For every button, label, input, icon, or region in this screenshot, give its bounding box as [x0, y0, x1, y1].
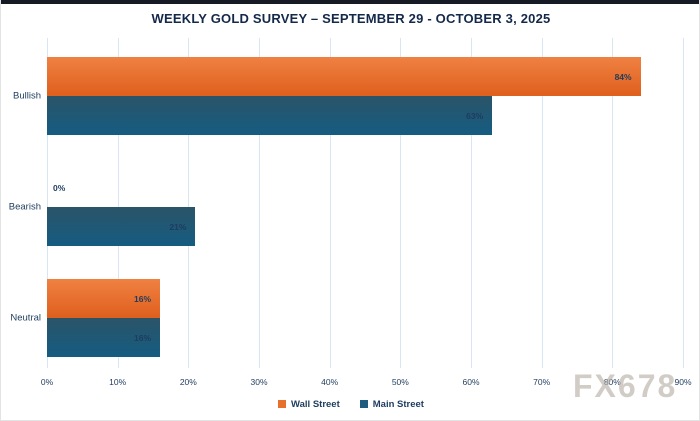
x-tick-label: 60%: [462, 377, 480, 387]
gridline: [471, 38, 472, 368]
value-label: 84%: [614, 71, 632, 82]
value-label: 21%: [169, 221, 187, 232]
x-tick-label: 90%: [674, 377, 692, 387]
gridline: [117, 38, 119, 368]
x-tick-label: 70%: [533, 377, 551, 387]
x-tick-label: 80%: [603, 377, 621, 387]
bar-wall-street: 16%: [47, 279, 161, 318]
bar-row: 21%: [47, 207, 683, 246]
category-label: Bullish: [13, 90, 41, 102]
x-tick-label: 20%: [179, 377, 197, 387]
bar-main-street: 16%: [47, 318, 161, 357]
value-label: 0%: [53, 182, 66, 193]
gridline: [47, 38, 48, 368]
fx678-watermark: FX678: [573, 368, 678, 404]
gridline: [400, 38, 402, 368]
gridline: [259, 38, 260, 368]
legend-item-wall-street: Wall Street: [278, 399, 340, 410]
main-street-swatch-icon: [359, 400, 368, 408]
x-tick-label: 40%: [321, 377, 339, 387]
gridline: [683, 38, 684, 368]
plot-area: 84% 63% 0% 21% 16% 16%: [47, 38, 684, 368]
wall-street-swatch-icon: [278, 400, 287, 408]
value-label: 63%: [466, 110, 484, 121]
bar-row: 0%: [47, 168, 683, 207]
bar-main-street: 63%: [47, 96, 493, 135]
legend: Wall Street Main Street: [1, 396, 699, 412]
category-label: Bearish: [8, 201, 41, 213]
x-tick-label: 0%: [40, 377, 54, 387]
gridline: [612, 38, 614, 368]
bar-main-street: 21%: [47, 207, 196, 246]
x-tick-label: 30%: [250, 377, 268, 387]
bar-row: 16%: [47, 279, 683, 318]
legend-label-wall-street: Wall Street: [291, 398, 340, 410]
bar-row: 63%: [47, 96, 683, 135]
chart-title: WEEKLY GOLD SURVEY – SEPTEMBER 29 - OCTO…: [151, 11, 551, 26]
top-border-bar: [1, 0, 699, 4]
gridline: [188, 38, 190, 368]
category-label: Neutral: [10, 312, 41, 324]
bar-row: 84%: [47, 57, 683, 96]
x-axis-tick-labels: 0% 10% 20% 30% 40% 50% 60% 70% 80% 90%: [41, 377, 692, 389]
value-label: 16%: [134, 332, 152, 343]
legend-label-main-street: Main Street: [372, 398, 424, 410]
bar-wall-street: 84%: [47, 57, 641, 96]
gridline: [541, 38, 543, 368]
legend-item-main-street: Main Street: [359, 398, 424, 410]
x-tick-label: 10%: [109, 377, 127, 387]
x-tick-label: 50%: [391, 377, 409, 387]
value-label: 16%: [134, 293, 152, 304]
gridline: [329, 38, 331, 368]
bar-row: 16%: [47, 318, 683, 357]
